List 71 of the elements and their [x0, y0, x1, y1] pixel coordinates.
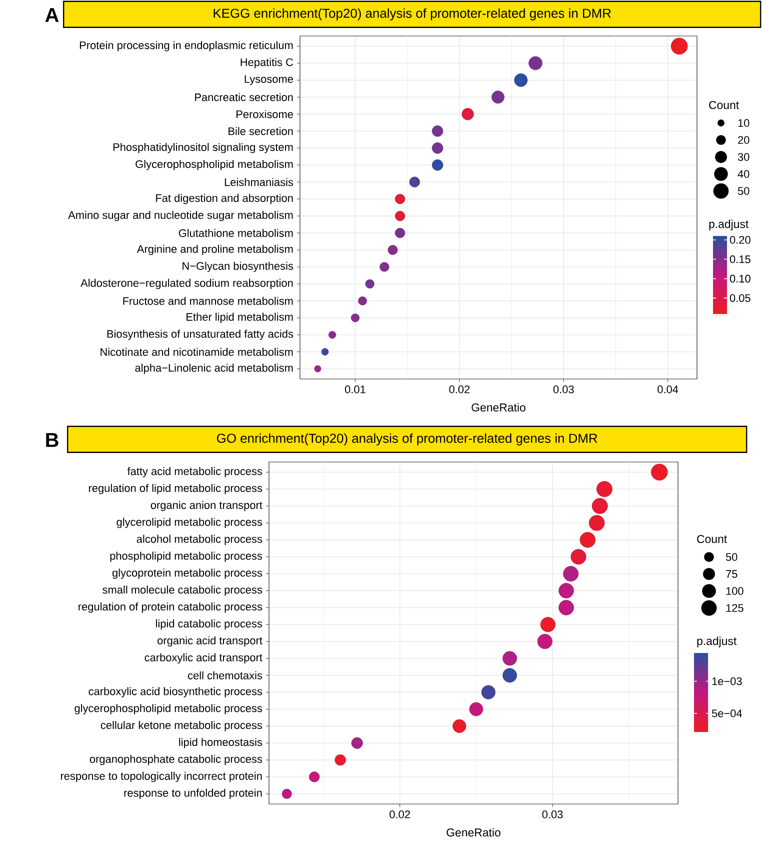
legend-label: 125: [726, 604, 744, 612]
y-tick-label: Ether lipid metabolism: [186, 312, 293, 323]
y-tick-label: carboxylic acid transport: [144, 653, 262, 664]
x-axis-title: GeneRatio: [446, 828, 500, 837]
x-tick-label: 0.01: [344, 386, 366, 394]
y-tick-label: glycoprotein metabolic process: [112, 568, 262, 579]
y-tick-label: regulation of lipid metabolic process: [88, 484, 262, 494]
y-tick-label: Leishmaniasis: [224, 178, 294, 186]
text: B: [46, 433, 58, 447]
y-tick-label: Biosynthesis of unsaturated fatty acids: [107, 330, 294, 340]
y-tick-label: Glutathione metabolism: [178, 228, 293, 237]
y-tick-label: Arginine and proline metabolism: [136, 244, 293, 256]
legend-label: 30: [738, 153, 750, 161]
y-tick-label: organic anion transport: [150, 500, 262, 512]
y-tick-label: lipid catabolic process: [156, 619, 262, 630]
y-tick-label: alpha−Linolenic acid metabolism: [135, 364, 293, 374]
legend-label: 50: [726, 553, 738, 561]
y-tick-label: alcohol metabolic process: [136, 534, 262, 545]
x-tick-label: 0.03: [553, 386, 574, 394]
color-bar-label: 1e−03: [712, 677, 742, 686]
y-tick-label: fatty acid metabolic process: [127, 467, 262, 478]
x-tick-label: 0.04: [658, 386, 678, 394]
color-bar-title: p.adjust: [709, 220, 749, 230]
y-tick-label: small molecule catabolic process: [102, 586, 262, 596]
y-tick-label: carboxylic acid biosynthetic process: [88, 687, 262, 698]
y-tick-label: N−Glycan biosynthesis: [182, 262, 294, 272]
y-tick-label: Pancreatic secretion: [195, 93, 293, 102]
x-tick-label: 0.02: [449, 386, 470, 394]
y-tick-label: response to unfolded protein: [124, 788, 262, 799]
color-bar-label: 0.15: [730, 255, 750, 264]
legend-label: 20: [738, 136, 750, 144]
chart-title: GO enrichment(Top20) analysis of promoter-related genes in DMR: [217, 433, 598, 446]
color-bar-label: 0.05: [730, 294, 750, 302]
legend-title: Count: [697, 534, 727, 544]
color-bar-label: 0.20: [730, 236, 750, 244]
y-tick-label: Lysosome: [244, 75, 293, 86]
y-tick-label: Phosphatidylinositol signaling system: [113, 142, 293, 154]
color-bar-label: 5e−04: [712, 709, 742, 718]
y-tick-label: Nicotinate and nicotinamide metabolism: [100, 348, 293, 356]
legend-title: Count: [709, 100, 739, 110]
y-tick-label: Hepatitis C: [240, 58, 294, 68]
y-tick-label: cell chemotaxis: [188, 671, 262, 680]
y-tick-label: glycerophospholipid metabolic process: [74, 704, 262, 714]
y-tick-label: Fructose and mannose metabolism: [123, 296, 293, 305]
x-axis-title: GeneRatio: [472, 403, 526, 412]
legend-label: 50: [738, 187, 750, 195]
y-tick-label: Aldosterone−regulated sodium reabsorption: [80, 278, 293, 290]
y-tick-label: lipid homeostasis: [179, 738, 262, 748]
legend-label: 10: [738, 119, 750, 127]
text: A: [45, 8, 59, 22]
x-tick-label: 0.03: [542, 810, 563, 818]
legend-label: 75: [726, 570, 738, 578]
y-tick-label: glycerolipid metabolic process: [116, 518, 262, 528]
color-bar-title: p.adjust: [697, 636, 737, 648]
legend-label: 100: [726, 587, 744, 595]
color-bar-label: 0.10: [730, 274, 750, 283]
y-tick-label: organophosphate catabolic process: [90, 754, 262, 766]
x-tick-label: 0.02: [390, 810, 410, 818]
y-tick-label: organic acid transport: [158, 636, 262, 647]
y-tick-label: phospholipid metabolic process: [110, 552, 262, 562]
y-tick-label: Bile secretion: [228, 127, 293, 136]
chart-title: KEGG enrichment(Top20) analysis of promoter-related genes in DMR: [214, 8, 611, 20]
y-tick-label: response to topologically incorrect protein: [60, 772, 262, 782]
y-tick-label: Glycerophospholipid metabolism: [136, 160, 293, 170]
y-tick-label: cellular ketone metabolic process: [100, 721, 262, 732]
y-tick-label: Fat digestion and absorption: [156, 194, 293, 204]
legend-label: 40: [738, 170, 750, 178]
y-tick-label: Peroxisome: [236, 110, 293, 118]
y-tick-label: Protein processing in endoplasmic reticulum: [80, 41, 293, 52]
y-tick-label: Amino sugar and nucleotide sugar metabolism: [68, 210, 293, 222]
y-tick-label: regulation of protein catabolic process: [78, 602, 262, 613]
